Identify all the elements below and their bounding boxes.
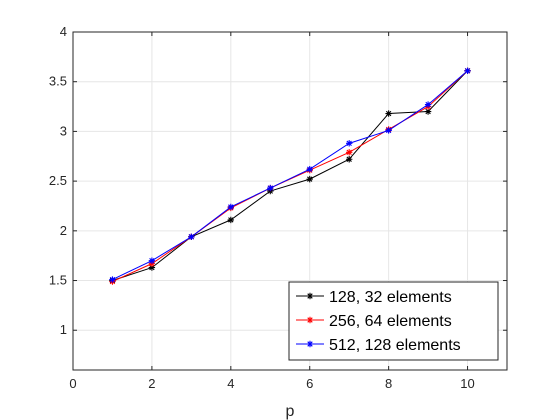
legend-entry: 128, 32 elements bbox=[296, 289, 452, 306]
data-point bbox=[227, 203, 235, 211]
data-point bbox=[306, 175, 313, 183]
legend-box bbox=[288, 281, 499, 361]
legend-label: 256, 64 elements bbox=[329, 313, 452, 330]
x-tick-label: 0 bbox=[69, 376, 76, 391]
y-tick-label: 1 bbox=[60, 322, 67, 337]
legend-entry: 256, 64 elements bbox=[296, 313, 452, 330]
data-point bbox=[424, 101, 432, 108]
x-axis-label: p bbox=[286, 403, 295, 420]
x-tick-label: 8 bbox=[385, 376, 392, 391]
data-point bbox=[267, 184, 274, 192]
y-tick-label: 4 bbox=[60, 24, 67, 39]
series-line bbox=[112, 70, 468, 282]
legend-marker bbox=[306, 340, 314, 348]
x-tick-label: 6 bbox=[306, 376, 313, 391]
data-point bbox=[424, 108, 432, 115]
data-point bbox=[345, 149, 353, 156]
ticks: 0 2 4 6 8 10 1 1.5 2 2.5 3 3.5 4 bbox=[49, 24, 507, 391]
y-tick-label: 1.5 bbox=[49, 273, 67, 288]
data-point bbox=[464, 67, 471, 74]
grid bbox=[72, 31, 507, 370]
data-point bbox=[345, 140, 353, 147]
y-tick-label: 3.5 bbox=[49, 74, 67, 89]
series-line bbox=[112, 70, 468, 280]
legend-marker bbox=[306, 316, 314, 324]
data-point bbox=[385, 127, 392, 134]
data-point bbox=[227, 216, 235, 224]
y-tick-label: 2 bbox=[60, 223, 67, 238]
series-group bbox=[109, 67, 471, 285]
x-tick-label: 10 bbox=[460, 376, 474, 391]
legend-label: 128, 32 elements bbox=[329, 289, 452, 306]
legend-marker bbox=[306, 292, 314, 300]
x-tick-label: 2 bbox=[148, 376, 155, 391]
legend-label: 512, 128 elements bbox=[329, 337, 461, 354]
legend-entry: 512, 128 elements bbox=[296, 337, 461, 354]
data-point bbox=[385, 110, 392, 117]
x-tick-label: 4 bbox=[227, 376, 234, 391]
data-point bbox=[148, 264, 156, 271]
y-tick-label: 3 bbox=[60, 123, 67, 138]
series-3 bbox=[109, 67, 471, 283]
legend: 128, 32 elements 256, 64 elements 512, 128… bbox=[288, 281, 499, 361]
data-point bbox=[306, 165, 313, 173]
plot-frame bbox=[72, 31, 508, 371]
y-tick-label: 2.5 bbox=[49, 173, 67, 188]
data-point bbox=[148, 257, 156, 264]
data-point bbox=[188, 233, 195, 240]
data-point bbox=[109, 276, 116, 283]
data-point bbox=[345, 156, 353, 163]
